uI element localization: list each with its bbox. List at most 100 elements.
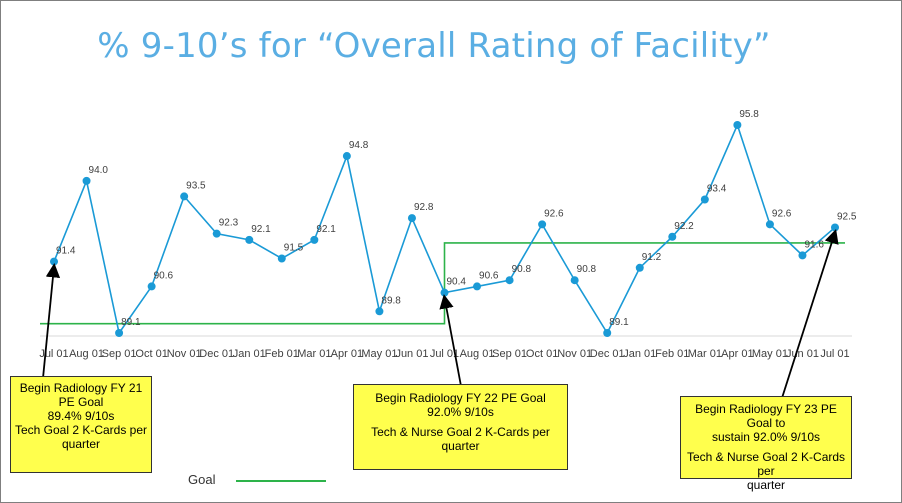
data-label: 89.8 (381, 295, 401, 306)
data-labels-group: 91.4 94.0 89.1 90.6 93.5 92.3 92.1 91.5 92.1 94.8… (56, 109, 857, 328)
x-tick-label: Dec 01 (199, 348, 234, 360)
data-point (245, 235, 254, 244)
data-label: 90.4 (447, 277, 467, 288)
data-point (180, 192, 189, 201)
x-tick-label: Aug 01 (69, 348, 104, 360)
data-point (342, 152, 351, 161)
x-tick-label: Jul 01 (430, 348, 459, 360)
x-tick-label: Jun 01 (786, 348, 819, 360)
x-tick-label: Apr 01 (331, 348, 363, 360)
x-tick-label: Feb 01 (265, 348, 299, 360)
callout-fy21-line5: quarter (61, 437, 101, 451)
callout-fy21-line4: Tech Goal 2 K-Cards per (14, 423, 148, 437)
legend-goal-label: Goal (188, 472, 216, 487)
data-label: 93.5 (186, 180, 206, 191)
callout-fy22-line4: quarter (441, 439, 480, 453)
data-point (212, 229, 221, 238)
x-tick-label: Oct 01 (135, 348, 167, 360)
callout-arrow (42, 263, 61, 379)
callout-fy23-line2: sustain 92.0% 9/10s (711, 430, 821, 444)
slide-title: % 9-10’s for “Overall Rating of Facility… (97, 26, 771, 66)
x-tick-label: Oct 01 (526, 348, 558, 360)
callout-arrow (439, 294, 462, 387)
data-label: 89.1 (609, 317, 629, 328)
data-label: 93.4 (707, 184, 727, 195)
data-point (50, 257, 58, 266)
data-label: 91.6 (804, 239, 824, 250)
x-tick-label: Sep 01 (102, 348, 137, 360)
data-label: 91.2 (642, 252, 662, 263)
legend-goal-swatch (236, 480, 326, 482)
callout-arrow (781, 229, 839, 399)
x-tick-label: Jun 01 (395, 348, 428, 360)
callout-fy21-line2: PE Goal (58, 395, 104, 409)
goal-line (40, 242, 845, 325)
data-point (277, 254, 286, 263)
callout-fy22-line2: 92.0% 9/10s (427, 405, 494, 419)
x-tick-label: Dec 01 (590, 348, 625, 360)
x-tick-label: Apr 01 (721, 348, 753, 360)
data-point (700, 195, 709, 204)
data-label: 92.1 (316, 224, 336, 235)
callout-fy23-line3: Tech & Nurse Goal 2 K-Cards per (686, 450, 846, 478)
data-label: 92.6 (544, 208, 564, 219)
x-tick-label: Jan 01 (233, 348, 266, 360)
data-point (798, 251, 807, 260)
x-tick-label: Jul 01 (820, 348, 849, 360)
data-point (635, 263, 644, 272)
data-label: 90.6 (479, 270, 499, 281)
data-label: 95.8 (739, 109, 759, 120)
data-point (570, 276, 579, 285)
data-label: 94.8 (349, 140, 369, 151)
callout-fy23: Begin Radiology FY 23 PE Goal to sustain… (680, 396, 852, 492)
data-point (440, 288, 449, 297)
x-tick-label: Jul 01 (39, 348, 68, 360)
x-tick-label: Aug 01 (460, 348, 495, 360)
data-label: 94.0 (89, 165, 109, 176)
x-tick-label: Jan 01 (623, 348, 656, 360)
data-label: 91.5 (284, 242, 304, 253)
data-point (310, 235, 319, 244)
callout-fy22-line1: Begin Radiology FY 22 PE Goal (375, 391, 546, 405)
x-tick-label: Mar 01 (688, 348, 722, 360)
callout-fy21: Begin Radiology FY 21 PE Goal 89.4% 9/10… (10, 376, 152, 473)
x-tick-label: Nov 01 (167, 348, 202, 360)
callout-fy21-line3: 89.4% 9/10s (47, 409, 115, 423)
x-tick-label: Sep 01 (492, 348, 527, 360)
data-point (407, 214, 416, 223)
callout-fy23-line4: quarter (746, 478, 786, 492)
x-tick-label: May 01 (752, 348, 788, 360)
data-label: 92.5 (837, 211, 857, 222)
data-point (733, 121, 742, 129)
data-label: 90.8 (577, 264, 597, 275)
data-label: 92.8 (414, 202, 434, 213)
data-point (538, 220, 547, 229)
callout-fy21-line1: Begin Radiology FY 21 (19, 381, 143, 395)
data-point (473, 282, 482, 291)
x-tick-label: Feb 01 (655, 348, 689, 360)
x-tick-label: Nov 01 (557, 348, 592, 360)
data-label: 90.8 (512, 264, 532, 275)
data-label: 92.1 (251, 224, 271, 235)
x-tick-label: May 01 (361, 348, 397, 360)
callout-arrows-group (42, 229, 839, 399)
callout-fy22-line3: Tech & Nurse Goal 2 K-Cards per (371, 425, 550, 439)
callout-fy22: Begin Radiology FY 22 PE Goal 92.0% 9/10… (353, 384, 568, 470)
data-point (603, 329, 612, 337)
goal-line-group (40, 242, 845, 325)
data-point (375, 307, 384, 316)
data-point (668, 232, 677, 241)
data-point (831, 223, 839, 232)
data-label: 90.6 (154, 270, 174, 281)
data-label: 91.4 (56, 246, 76, 257)
data-points-group (50, 121, 839, 337)
x-tick-label: Mar 01 (297, 348, 331, 360)
data-label: 92.2 (674, 221, 694, 232)
data-label: 92.3 (219, 218, 239, 229)
callout-fy23-line1: Begin Radiology FY 23 PE Goal to (695, 402, 837, 430)
data-point (765, 220, 774, 229)
data-point (505, 276, 514, 285)
data-label: 89.1 (121, 317, 141, 328)
